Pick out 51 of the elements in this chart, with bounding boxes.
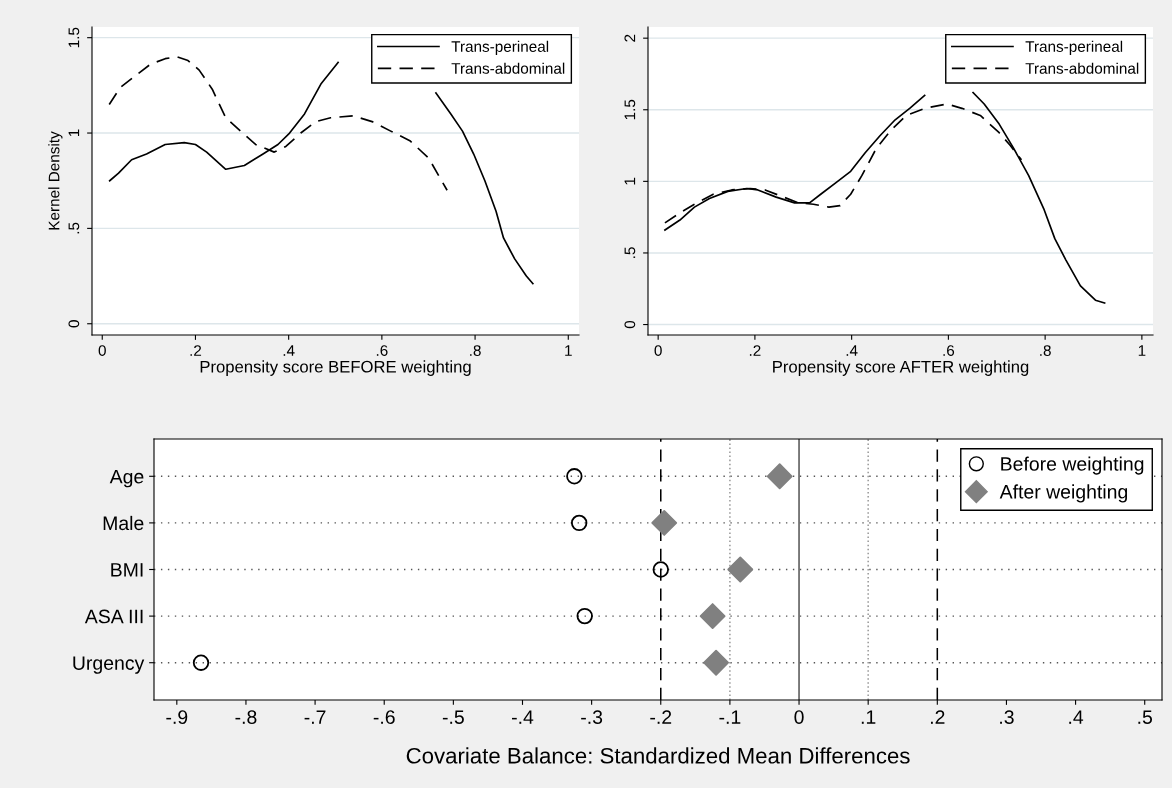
- x-tick-label: .3: [1000, 710, 1014, 724]
- x-tick-label: -.2: [650, 710, 672, 724]
- y-axis-title: Kernel Density: [48, 131, 63, 230]
- x-tick-label: 0: [98, 345, 106, 356]
- legend-label: Trans-perineal: [451, 40, 549, 55]
- x-tick-label: .6: [376, 345, 388, 356]
- y-tick-label: 0: [68, 320, 80, 328]
- x-tick-label: -.5: [442, 710, 464, 724]
- legend-label: Trans-abdominal: [451, 62, 565, 74]
- y-tick-label: Age: [109, 469, 144, 488]
- x-tick-label: -.4: [512, 710, 534, 724]
- x-axis-title: Propensity score BEFORE weighting: [200, 360, 471, 376]
- x-tick-label: .2: [190, 345, 202, 356]
- x-axis-title: Propensity score AFTER weighting: [773, 360, 1029, 376]
- y-tick-label: 1.5: [68, 27, 80, 48]
- x-tick-label: 1: [565, 345, 572, 356]
- y-tick-label: Urgency: [73, 656, 145, 674]
- x-tick-label: -.7: [304, 710, 326, 724]
- x-tick-label: 1: [1138, 345, 1146, 356]
- x-axis-title: Covariate Balance: Standardized Mean Differences: [406, 747, 910, 764]
- x-tick-label: .1: [861, 710, 876, 724]
- legend-label: After weighting: [999, 484, 1128, 503]
- y-tick-label: .5: [624, 247, 636, 258]
- x-tick-label: -.1: [719, 710, 741, 724]
- x-tick-label: .5: [1138, 710, 1153, 724]
- x-tick-label: .8: [1040, 345, 1051, 356]
- x-tick-label: -.9: [166, 710, 188, 724]
- x-tick-label: 0: [654, 345, 662, 356]
- x-tick-label: .4: [283, 345, 295, 356]
- y-tick-label: 1: [68, 129, 80, 137]
- x-tick-label: -.6: [373, 710, 395, 724]
- y-tick-label: 1: [624, 177, 636, 185]
- y-tick-label: 1.5: [624, 99, 636, 120]
- y-tick-label: 0: [624, 320, 636, 329]
- x-tick-label: .8: [470, 345, 481, 356]
- x-tick-label: .2: [930, 710, 945, 724]
- x-tick-label: -.3: [581, 710, 603, 724]
- legend-label: Before weighting: [1001, 456, 1144, 475]
- x-tick-label: .2: [749, 345, 761, 356]
- y-tick-label: ASA III: [84, 609, 143, 624]
- x-tick-label: 0: [794, 710, 804, 724]
- y-tick-label: .5: [68, 222, 80, 234]
- x-tick-label: -.8: [235, 710, 257, 724]
- y-tick-label: Male: [103, 515, 144, 531]
- legend-label: Trans-perineal: [1025, 40, 1123, 55]
- y-tick-label: BMI: [111, 563, 143, 577]
- legend-label: Trans-abdominal: [1025, 62, 1139, 74]
- y-tick-label: 2: [624, 34, 636, 42]
- x-tick-label: .4: [1069, 710, 1084, 724]
- x-tick-label: .4: [846, 345, 858, 356]
- x-tick-label: .6: [943, 345, 955, 356]
